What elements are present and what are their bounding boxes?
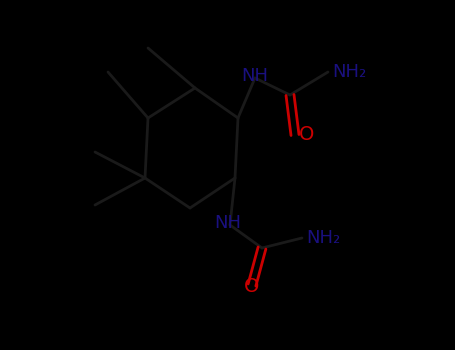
Text: O: O xyxy=(244,278,260,296)
Text: NH: NH xyxy=(214,214,242,232)
Text: NH₂: NH₂ xyxy=(306,229,340,247)
Text: O: O xyxy=(299,126,314,145)
Text: NH₂: NH₂ xyxy=(332,63,366,81)
Text: NH: NH xyxy=(242,67,268,85)
